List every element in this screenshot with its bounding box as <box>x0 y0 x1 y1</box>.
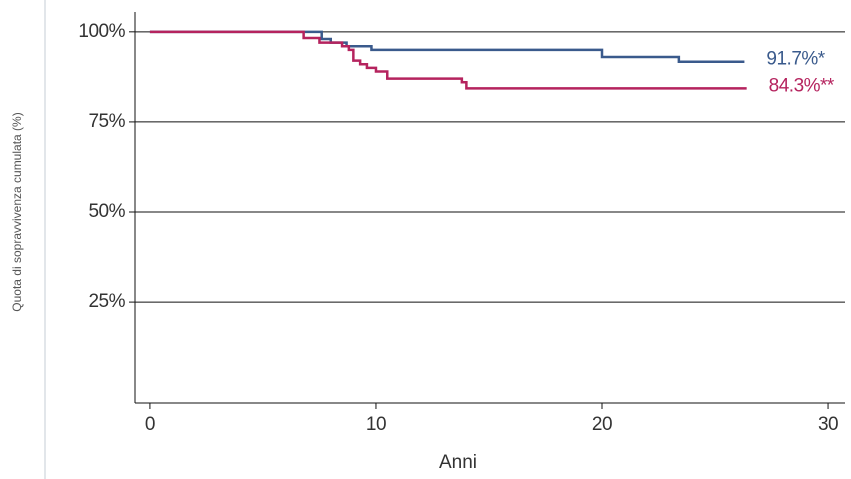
y-tick-label: 25% <box>88 291 125 312</box>
x-tick-label: 20 <box>592 414 612 435</box>
x-tick-label: 10 <box>366 414 386 435</box>
end-label: 91.7%* <box>766 49 825 70</box>
survival-curve <box>149 30 747 90</box>
y-tick-label: 100% <box>78 21 125 42</box>
y-axis-title: Quota di sopravvivenza cumulata (%) <box>10 112 24 311</box>
y-tick-label: 50% <box>88 201 125 222</box>
survival-curve <box>149 30 745 63</box>
x-tick-label: 30 <box>818 414 838 435</box>
y-tick-label: 75% <box>88 111 125 132</box>
x-axis-title: Anni <box>439 452 477 473</box>
end-label: 84.3%** <box>769 75 835 96</box>
x-tick-label: 0 <box>145 414 155 435</box>
